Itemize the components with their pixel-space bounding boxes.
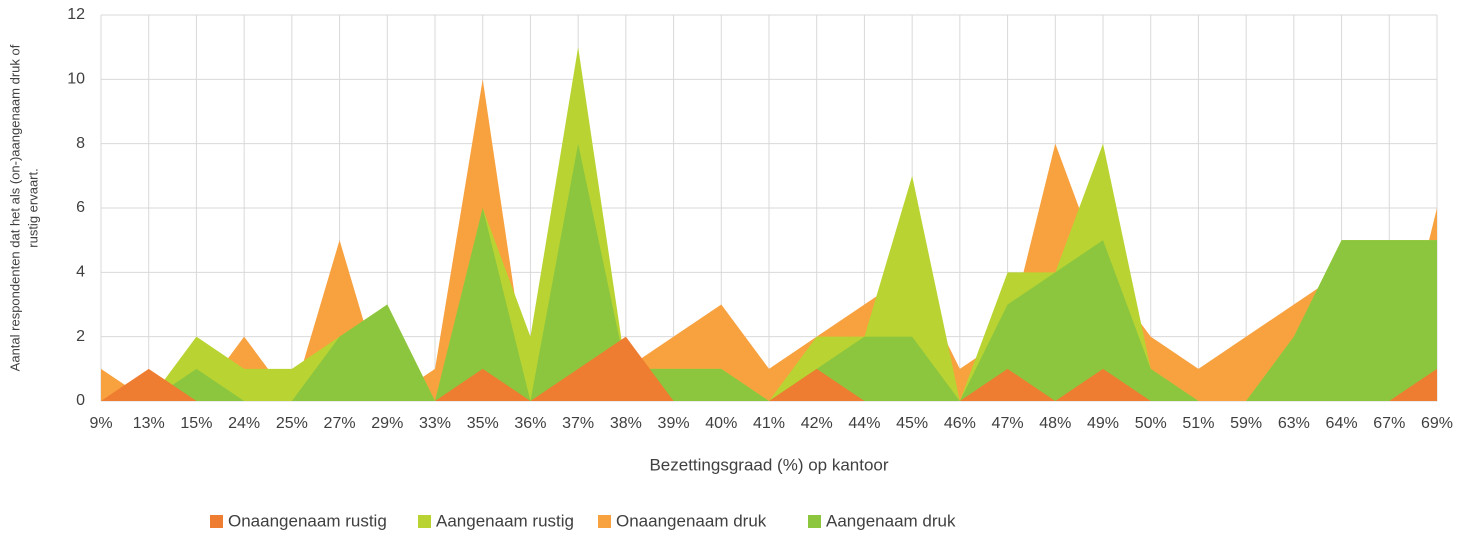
- y-axis-title-line: rustig ervaart.: [25, 168, 40, 247]
- area: [101, 143, 1437, 401]
- x-tick-label: 63%: [1278, 415, 1310, 432]
- legend-swatch: [808, 515, 821, 528]
- y-tick-label: 4: [76, 264, 85, 281]
- x-tick-label: 46%: [944, 415, 976, 432]
- legend-swatch: [598, 515, 611, 528]
- x-tick-label: 33%: [419, 415, 451, 432]
- x-tick-label: 25%: [276, 415, 308, 432]
- x-tick-label: 59%: [1230, 415, 1262, 432]
- legend-label: Aangenaam rustig: [436, 511, 574, 530]
- x-tick-label: 35%: [467, 415, 499, 432]
- x-tick-label: 50%: [1135, 415, 1167, 432]
- x-tick-label: 9%: [89, 415, 112, 432]
- y-tick-label: 0: [76, 392, 85, 409]
- y-tick-label: 8: [76, 135, 85, 152]
- y-tick-label: 2: [76, 328, 85, 345]
- legend-swatch: [418, 515, 431, 528]
- x-tick-label: 27%: [324, 415, 356, 432]
- x-tick-label: 47%: [992, 415, 1024, 432]
- x-tick-label: 45%: [896, 415, 928, 432]
- legend-label: Aangenaam druk: [826, 511, 956, 530]
- x-tick-label: 44%: [848, 415, 880, 432]
- y-tick-label: 12: [67, 6, 85, 23]
- y-tick-label: 6: [76, 199, 85, 216]
- y-axis-title-line: Aantal respondenten dat het als (on-)aan…: [7, 44, 22, 371]
- x-tick-label: 29%: [371, 415, 403, 432]
- x-tick-label: 38%: [610, 415, 642, 432]
- x-tick-label: 36%: [514, 415, 546, 432]
- x-tick-label: 67%: [1373, 415, 1405, 432]
- x-tick-label: 49%: [1087, 415, 1119, 432]
- x-tick-label: 48%: [1039, 415, 1071, 432]
- x-tick-label: 13%: [133, 415, 165, 432]
- x-tick-label: 15%: [180, 415, 212, 432]
- x-tick-label: 40%: [705, 415, 737, 432]
- x-tick-label: 42%: [801, 415, 833, 432]
- x-tick-label: 24%: [228, 415, 260, 432]
- x-tick-label: 41%: [753, 415, 785, 432]
- legend-swatch: [210, 515, 223, 528]
- x-tick-label: 51%: [1182, 415, 1214, 432]
- legend-label: Onaangenaam rustig: [228, 511, 387, 530]
- x-axis-title: Bezettingsgraad (%) op kantoor: [649, 455, 888, 474]
- x-tick-label: 37%: [562, 415, 594, 432]
- x-tick-label: 64%: [1326, 415, 1358, 432]
- x-tick-label: 39%: [658, 415, 690, 432]
- y-tick-label: 10: [67, 71, 85, 88]
- legend-label: Onaangenaam druk: [616, 511, 767, 530]
- area: [101, 336, 1437, 401]
- x-tick-label: 69%: [1421, 415, 1453, 432]
- y-axis-title: Aantal respondenten dat het als (on-)aan…: [7, 44, 40, 371]
